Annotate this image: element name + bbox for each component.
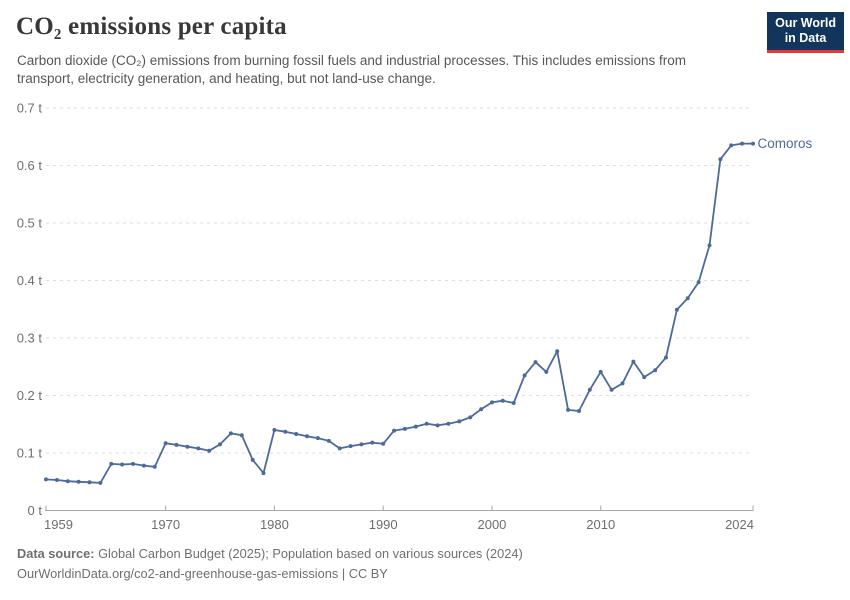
data-point[interactable] [402,426,407,431]
data-source-label: Data source: [17,546,95,561]
data-point[interactable] [674,307,679,312]
chart-footer: Data source: Global Carbon Budget (2025)… [17,544,523,585]
x-axis: 1959 1970 1980 1990 2000 2010 2024 [44,505,754,532]
data-point[interactable] [598,369,603,374]
data-point[interactable] [468,415,473,420]
data-point[interactable] [337,446,342,451]
data-point[interactable] [413,424,418,429]
data-point[interactable] [98,480,103,485]
data-points [44,141,755,485]
x-tick-label: 1980 [260,517,289,532]
y-tick-label: 0.1 t [17,446,43,461]
x-tick-label: 2000 [477,517,506,532]
data-point[interactable] [555,349,560,354]
data-point[interactable] [272,428,277,432]
data-point[interactable] [696,280,701,285]
data-point[interactable] [261,471,266,476]
data-point[interactable] [511,401,516,405]
entity-label-comoros[interactable]: Comoros [758,136,813,151]
data-point[interactable] [381,441,386,446]
y-tick-label: 0 t [28,503,43,518]
x-tick-label: 1990 [369,517,398,532]
data-point[interactable] [239,433,244,438]
data-point[interactable] [294,432,299,436]
y-axis-labels: 0 t 0.1 t 0.2 t 0.3 t 0.4 t 0.5 t 0.6 t 0.7 t [17,101,43,519]
data-point[interactable] [218,442,222,447]
data-point[interactable] [326,438,331,443]
x-tick-label: 2010 [586,517,615,532]
y-tick-label: 0.4 t [17,273,43,288]
data-point[interactable] [685,296,690,301]
owid-logo[interactable]: Our World in Data [767,12,844,53]
data-point[interactable] [283,429,288,434]
data-point[interactable] [109,461,114,466]
data-point[interactable] [533,360,538,365]
data-point[interactable] [54,478,59,482]
data-source-line: Data source: Global Carbon Budget (2025)… [17,544,523,564]
data-point[interactable] [185,444,190,449]
data-point[interactable] [609,387,614,392]
data-point[interactable] [348,444,353,449]
data-point[interactable] [479,407,484,412]
y-tick-label: 0.3 t [17,331,43,346]
data-point[interactable] [729,143,734,148]
data-point[interactable] [522,373,527,378]
owid-citation-link[interactable]: OurWorldinData.org/co2-and-greenhouse-ga… [17,566,388,582]
data-point[interactable] [359,442,364,447]
data-point[interactable] [163,441,168,446]
data-point[interactable] [120,462,125,467]
data-point[interactable] [141,463,146,468]
data-point[interactable] [642,375,647,380]
data-point[interactable] [587,387,592,392]
owid-logo-line1: Our World [775,16,836,30]
gridlines [46,107,753,454]
data-point[interactable] [718,157,723,162]
data-point[interactable] [315,436,320,441]
chart-subtitle: Carbon dioxide (CO₂) emissions from burn… [17,53,687,87]
data-point[interactable] [305,434,309,439]
data-point[interactable] [446,421,451,426]
data-point[interactable] [87,480,92,485]
data-point[interactable] [392,428,397,433]
y-tick-label: 0.6 t [17,158,43,173]
data-point[interactable] [620,381,625,386]
data-point[interactable] [44,477,48,482]
y-tick-label: 0.2 t [17,388,43,403]
data-point[interactable] [435,423,440,428]
x-tick-label: 1959 [44,517,73,532]
data-point[interactable] [544,369,549,374]
data-source-text: Global Carbon Budget (2025); Population … [94,546,523,561]
data-point[interactable] [751,141,755,146]
data-point[interactable] [631,359,636,364]
x-tick-label: 2024 [725,517,754,532]
page-title: CO₂ emissions per capita [16,13,287,40]
y-tick-label: 0.7 t [17,101,43,116]
data-point[interactable] [152,464,157,469]
x-tick-label: 1970 [151,517,180,532]
data-point[interactable] [577,409,581,413]
data-point[interactable] [490,400,494,405]
data-point[interactable] [370,440,375,445]
data-point[interactable] [207,448,212,453]
data-point[interactable] [228,431,233,436]
y-tick-label: 0.5 t [17,216,43,231]
data-point[interactable] [174,442,179,447]
data-point[interactable] [250,457,255,462]
data-point[interactable] [566,407,571,412]
data-point[interactable] [500,398,505,403]
data-line [45,142,754,484]
owid-logo-line2: in Data [784,31,827,46]
data-point[interactable] [457,419,462,424]
data-point[interactable] [131,461,135,466]
data-point[interactable] [196,446,201,451]
data-point[interactable] [76,479,81,484]
data-point[interactable] [653,368,658,373]
data-point[interactable] [65,479,70,484]
data-point[interactable] [740,141,745,146]
data-point[interactable] [707,243,712,248]
data-point[interactable] [664,355,668,360]
data-point[interactable] [424,421,429,426]
